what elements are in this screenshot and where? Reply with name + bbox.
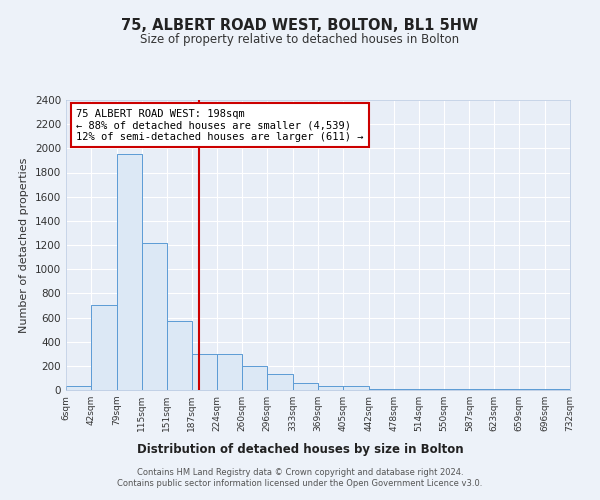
Bar (167, 321, 191, 390)
Bar (66, 386, 91, 390)
Text: 75 ALBERT ROAD WEST: 198sqm
← 88% of detached houses are smaller (4,539)
12% of : 75 ALBERT ROAD WEST: 198sqm ← 88% of det… (76, 108, 364, 142)
Text: Size of property relative to detached houses in Bolton: Size of property relative to detached ho… (140, 32, 460, 46)
Bar (116, 154, 142, 390)
Bar (242, 366, 268, 390)
Bar (91, 306, 116, 390)
Bar (343, 386, 368, 390)
Bar (217, 354, 242, 390)
Bar (268, 374, 293, 390)
Y-axis label: Number of detached properties: Number of detached properties (19, 158, 29, 332)
Bar (293, 383, 318, 390)
Bar (318, 386, 343, 390)
Bar (191, 354, 217, 390)
Bar (142, 242, 167, 390)
Text: Contains HM Land Registry data © Crown copyright and database right 2024.
Contai: Contains HM Land Registry data © Crown c… (118, 468, 482, 487)
Text: 75, ALBERT ROAD WEST, BOLTON, BL1 5HW: 75, ALBERT ROAD WEST, BOLTON, BL1 5HW (121, 18, 479, 32)
Text: Distribution of detached houses by size in Bolton: Distribution of detached houses by size … (137, 442, 463, 456)
